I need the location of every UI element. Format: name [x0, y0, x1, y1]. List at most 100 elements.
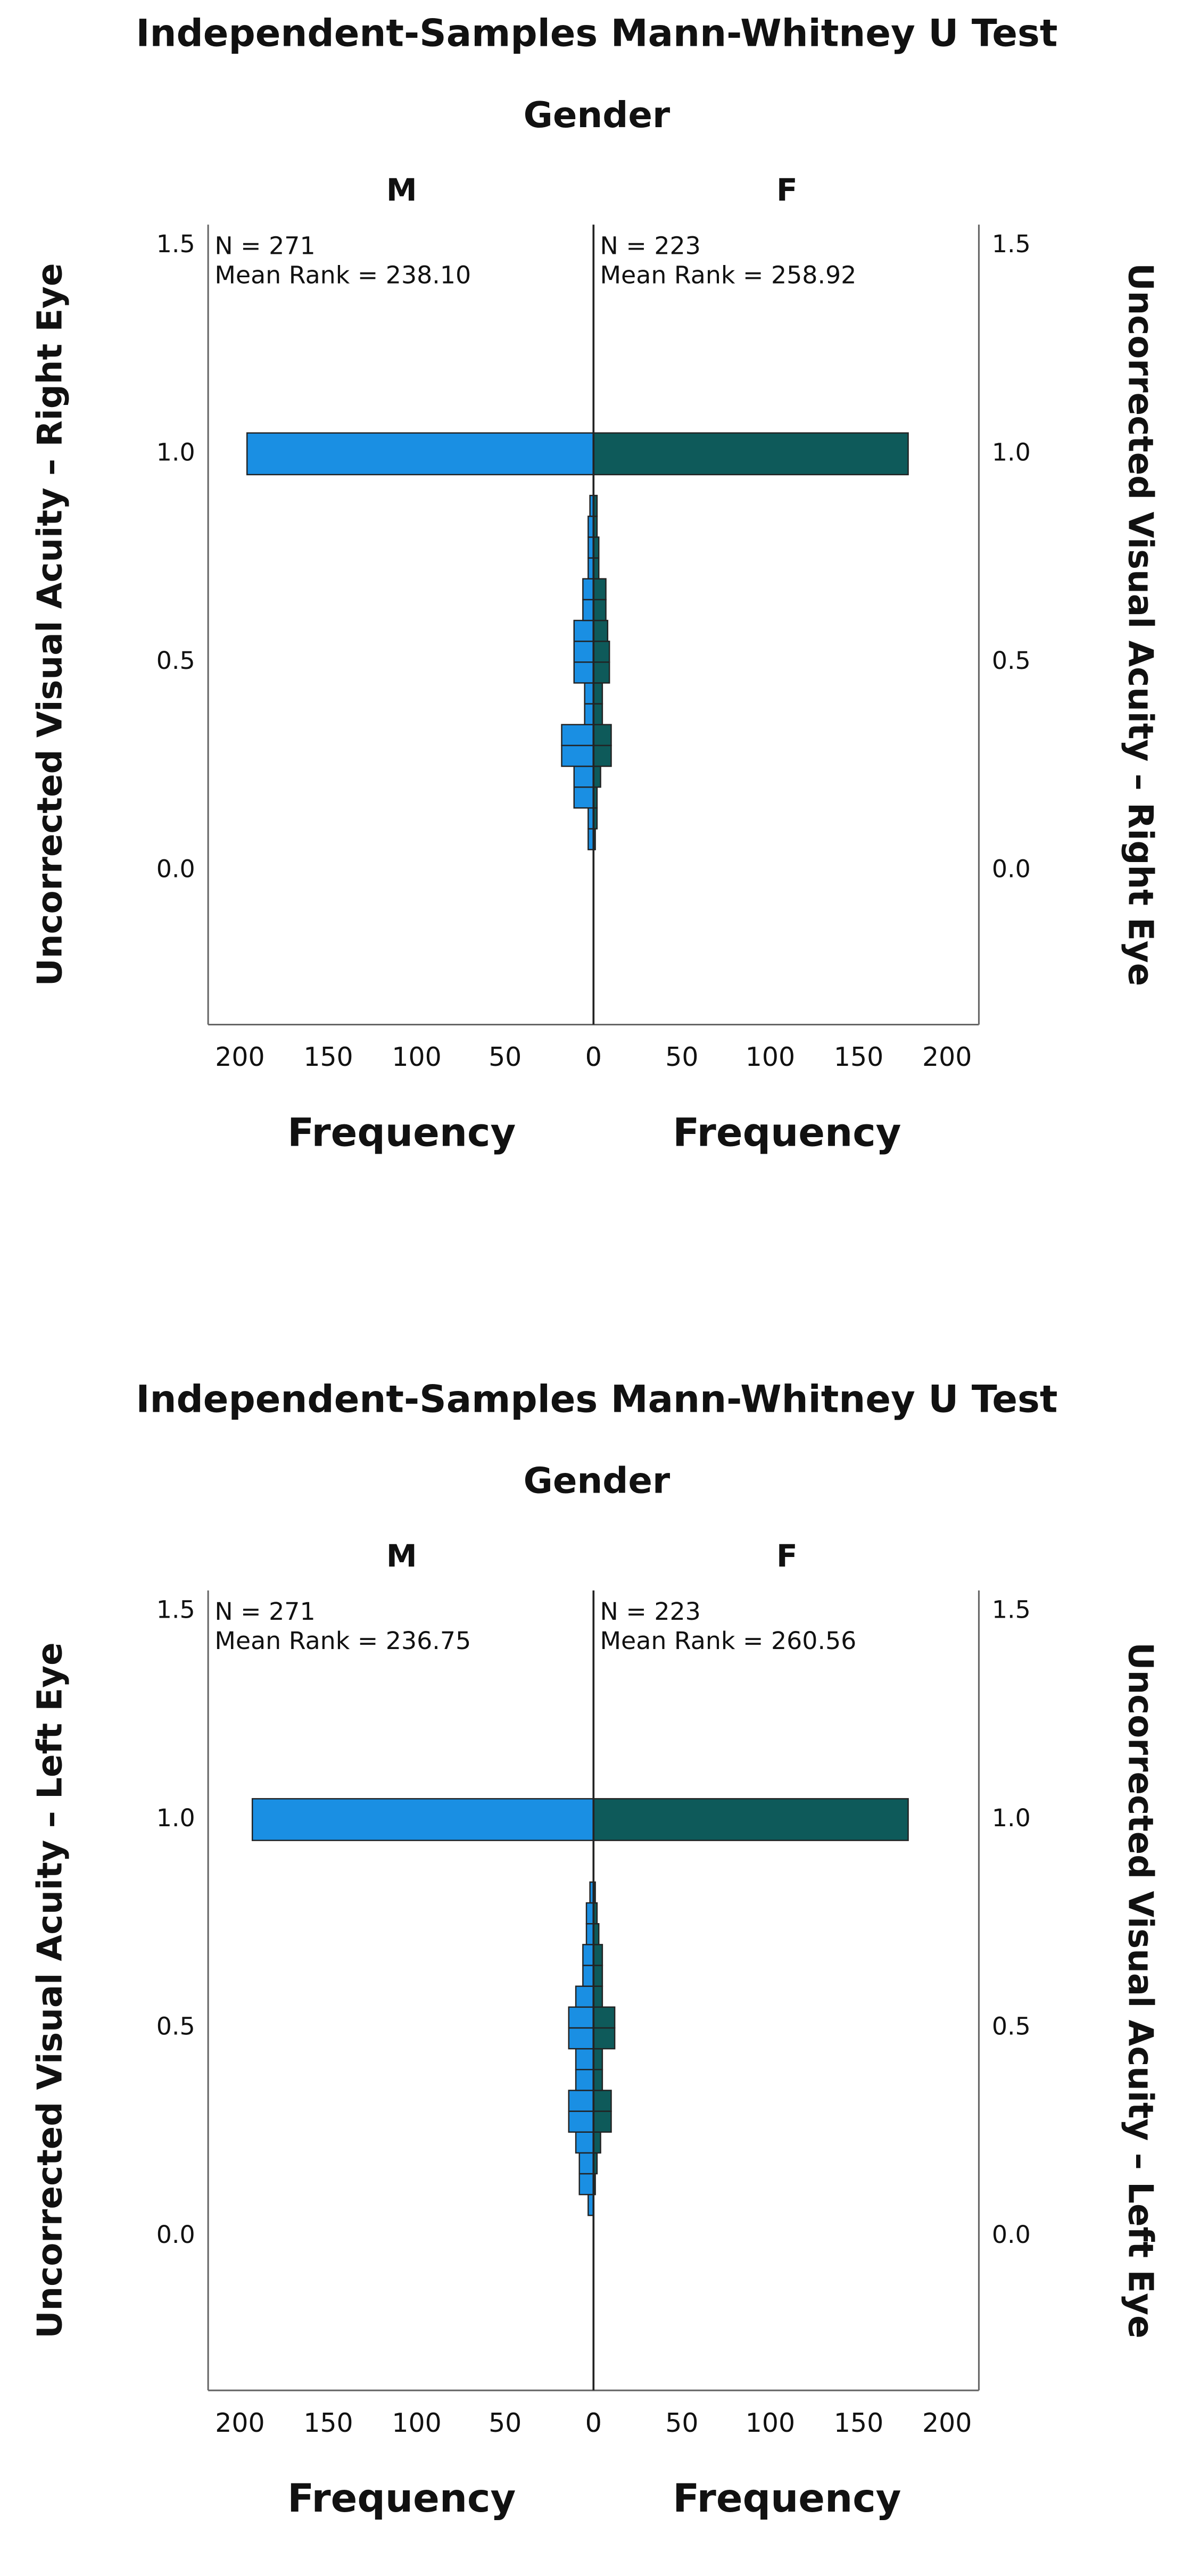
group-label: M: [386, 172, 417, 208]
group-stat: Mean Rank = 258.92: [600, 260, 856, 289]
x-tick-label: 0: [585, 1042, 602, 1072]
bar: [573, 640, 594, 663]
x-tick-label: 200: [215, 2408, 264, 2438]
y-axis-label: Uncorrected Visual Acuity – Right Eye: [30, 263, 70, 986]
bar: [593, 765, 601, 788]
bar: [593, 744, 612, 767]
y-axis-label-right: Uncorrected Visual Acuity – Left Eye: [1120, 1642, 1160, 2338]
group-stat: N = 223: [600, 1597, 700, 1626]
y-tick-label-right: 0.5: [992, 646, 1031, 675]
x-tick-label: 100: [746, 2408, 795, 2438]
chart: Independent-Samples Mann-Whitney U Test G…: [30, 12, 1160, 1156]
bar: [593, 578, 607, 601]
bar: [593, 2090, 612, 2112]
bar: [593, 1985, 603, 2008]
group-label: M: [386, 1538, 417, 1574]
bar: [593, 661, 610, 684]
group-stat: Mean Rank = 236.75: [214, 1626, 471, 1655]
y-tick-label-right: 0.0: [992, 2220, 1031, 2249]
bar: [593, 599, 607, 622]
x-tick-label: 150: [303, 1042, 353, 1072]
bar: [568, 2006, 594, 2029]
x-axis-label: Frequency: [287, 1110, 516, 1155]
bar: [593, 1944, 603, 1966]
bar: [573, 661, 594, 684]
group-stat: N = 271: [214, 231, 315, 260]
y-tick-label-right: 1.5: [992, 1595, 1031, 1624]
bar: [593, 2027, 616, 2050]
y-tick-label: 1.5: [156, 229, 195, 258]
y-tick-label-right: 1.5: [992, 229, 1031, 258]
x-tick-label: 150: [303, 2408, 353, 2438]
x-tick-label: 200: [922, 1042, 972, 1072]
x-tick-label: 100: [392, 1042, 441, 1072]
bar: [251, 1798, 594, 1841]
y-tick-label-right: 1.0: [992, 1803, 1031, 1832]
chart-subtitle: Gender: [524, 94, 670, 136]
bar: [575, 1985, 594, 2008]
x-axis-label: Frequency: [673, 2476, 901, 2521]
y-axis-label-right: Uncorrected Visual Acuity – Right Eye: [1120, 263, 1160, 986]
bar: [573, 765, 594, 788]
bar: [593, 682, 603, 705]
bar: [575, 2048, 594, 2070]
y-tick-label: 0.5: [156, 2011, 195, 2040]
y-tick-label-right: 0.5: [992, 2011, 1031, 2040]
x-tick-label: 50: [665, 2408, 698, 2438]
bar: [585, 1902, 594, 1925]
y-tick-label: 0.5: [156, 646, 195, 675]
y-tick-label-right: 1.0: [992, 437, 1031, 466]
bar: [593, 2048, 603, 2070]
x-tick-label: 0: [585, 2408, 602, 2438]
x-tick-label: 100: [392, 2408, 441, 2438]
group-label: F: [776, 172, 798, 208]
bar: [593, 724, 612, 747]
bar: [246, 432, 594, 476]
x-tick-label: 0: [585, 1042, 602, 1072]
bar: [593, 2069, 603, 2091]
group-stat: Mean Rank = 238.10: [214, 260, 471, 289]
x-axis-label: Frequency: [287, 2476, 516, 2521]
bar: [578, 2173, 594, 2196]
x-tick-label: 50: [489, 1042, 522, 1072]
x-tick-label: 50: [489, 2408, 522, 2438]
bar: [575, 2069, 594, 2091]
y-tick-label: 0.0: [156, 2220, 195, 2249]
y-tick-label-right: 0.0: [992, 854, 1031, 883]
x-tick-label: 50: [665, 1042, 698, 1072]
bar: [593, 640, 610, 663]
bar: [575, 2131, 594, 2154]
chart-subtitle: Gender: [524, 1460, 670, 1502]
bar: [561, 724, 594, 747]
x-axis-label: Frequency: [673, 1110, 901, 1155]
bar: [593, 2110, 612, 2133]
bar: [573, 619, 594, 642]
bar: [578, 2152, 594, 2175]
bar: [561, 744, 594, 767]
group-stat: N = 223: [600, 231, 700, 260]
y-tick-label: 1.0: [156, 1803, 195, 1832]
bar: [593, 703, 603, 725]
x-tick-label: 200: [922, 2408, 972, 2438]
bar: [593, 1798, 909, 1841]
bar: [573, 786, 594, 809]
y-tick-label: 1.0: [156, 437, 195, 466]
bar: [584, 703, 594, 725]
bar: [582, 578, 594, 601]
bar: [593, 2131, 601, 2154]
x-tick-label: 0: [585, 2408, 602, 2438]
bar: [582, 1944, 594, 1966]
x-tick-label: 100: [746, 1042, 795, 1072]
x-tick-label: 150: [834, 2408, 883, 2438]
bar: [568, 2110, 594, 2133]
group-stat: Mean Rank = 260.56: [600, 1626, 856, 1655]
x-tick-label: 150: [834, 1042, 883, 1072]
group-stat: N = 271: [214, 1597, 315, 1626]
chart-title: Independent-Samples Mann-Whitney U Test: [136, 12, 1057, 55]
y-tick-label: 1.5: [156, 1595, 195, 1624]
chart: Independent-Samples Mann-Whitney U Test G…: [30, 1377, 1160, 2521]
bar: [585, 1923, 594, 1945]
bar: [568, 2027, 594, 2050]
